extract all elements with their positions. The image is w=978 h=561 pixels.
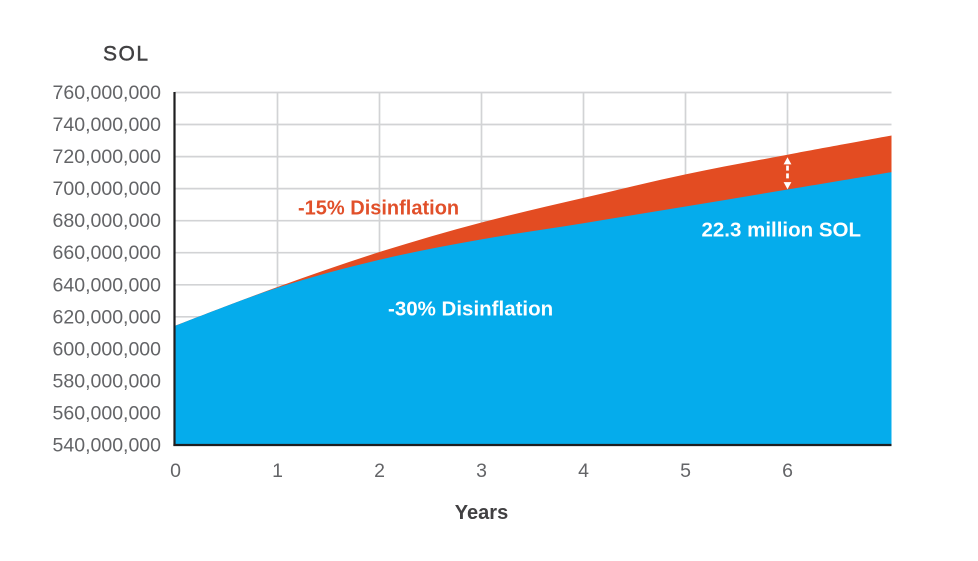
svg-text:Years: Years — [455, 502, 508, 524]
svg-text:6: 6 — [782, 460, 793, 482]
svg-text:680,000,000: 680,000,000 — [53, 210, 162, 232]
svg-text:-15% Disinflation: -15% Disinflation — [298, 198, 459, 220]
svg-text:SOL: SOL — [103, 43, 150, 66]
svg-text:600,000,000: 600,000,000 — [53, 338, 162, 360]
svg-text:660,000,000: 660,000,000 — [53, 242, 162, 264]
svg-text:560,000,000: 560,000,000 — [53, 403, 162, 425]
svg-text:540,000,000: 540,000,000 — [53, 435, 162, 457]
svg-text:640,000,000: 640,000,000 — [53, 274, 162, 296]
svg-text:740,000,000: 740,000,000 — [53, 114, 162, 136]
svg-text:5: 5 — [680, 460, 691, 482]
svg-text:4: 4 — [578, 460, 589, 482]
svg-text:620,000,000: 620,000,000 — [53, 306, 162, 328]
svg-text:1: 1 — [272, 460, 283, 482]
svg-text:2: 2 — [374, 460, 385, 482]
svg-text:760,000,000: 760,000,000 — [53, 82, 162, 104]
svg-text:700,000,000: 700,000,000 — [53, 178, 162, 200]
svg-text:22.3 million SOL: 22.3 million SOL — [702, 219, 862, 242]
svg-text:580,000,000: 580,000,000 — [53, 370, 162, 392]
svg-text:-30% Disinflation: -30% Disinflation — [388, 298, 553, 321]
svg-text:720,000,000: 720,000,000 — [53, 146, 162, 168]
svg-text:3: 3 — [476, 460, 487, 482]
svg-text:0: 0 — [170, 460, 181, 482]
